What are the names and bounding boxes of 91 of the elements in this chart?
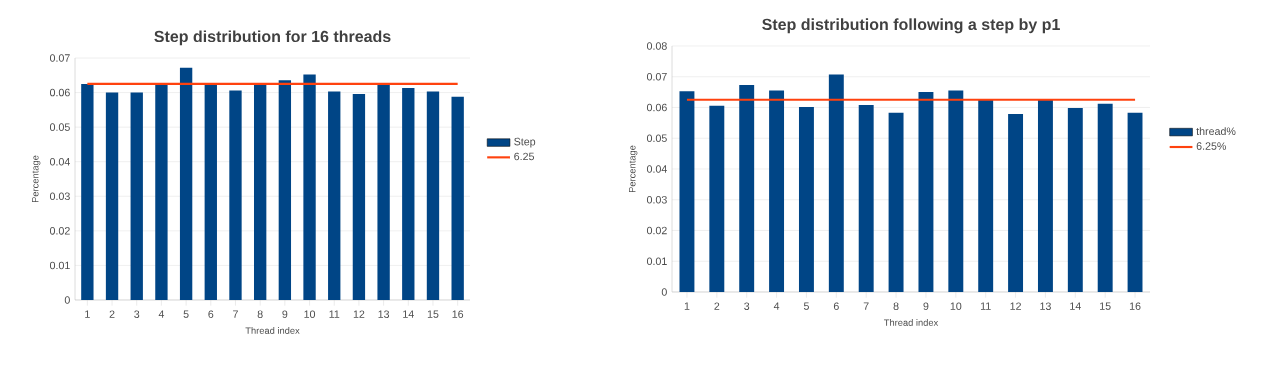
x-tick-label: 2: [109, 310, 115, 318]
x-tick-label: 1: [684, 302, 690, 310]
bar: [278, 80, 292, 300]
y-tick-label: 0.04: [646, 165, 667, 173]
bar: [739, 85, 755, 292]
y-tick-label: 0.05: [49, 123, 70, 131]
x-tick-label: 10: [304, 310, 316, 318]
x-tick-label: 15: [427, 310, 439, 318]
y-tick-label: 0.08: [646, 42, 667, 50]
y-axis-title: Percentage: [629, 145, 638, 193]
x-tick-label: 4: [773, 302, 780, 310]
x-tick-label: 5: [803, 302, 809, 310]
legend-label: Step: [514, 137, 536, 148]
y-tick-label: 0.03: [49, 192, 70, 201]
bar: [978, 99, 994, 292]
bar: [179, 67, 193, 300]
y-tick-label: 0.05: [646, 134, 667, 143]
bar: [328, 91, 341, 300]
bar: [451, 96, 464, 300]
y-tick-label: 0.06: [49, 88, 70, 97]
x-tick-label: 3: [134, 310, 140, 318]
y-tick-label: 0.02: [646, 226, 667, 235]
legend-label: thread%: [1196, 127, 1236, 136]
x-tick-label: 9: [923, 302, 929, 310]
bar: [948, 90, 964, 292]
bar: [1097, 103, 1113, 292]
y-tick-label: 0.04: [49, 157, 70, 166]
bar: [679, 91, 695, 292]
chart-title: Step distribution for 16 threads: [154, 30, 391, 46]
bar: [858, 105, 874, 292]
bar: [709, 105, 725, 292]
y-tick-label: 0: [64, 296, 70, 304]
x-axis-title: Thread index: [245, 327, 300, 334]
x-tick-label: 12: [353, 310, 365, 318]
x-tick-label: 3: [744, 302, 750, 310]
bar: [888, 112, 904, 292]
y-tick-label: 0.01: [49, 261, 70, 270]
x-tick-label: 14: [1070, 302, 1081, 310]
y-tick-label: 0.07: [49, 54, 70, 62]
x-tick-label: 16: [452, 310, 464, 318]
x-tick-label: 6: [208, 310, 214, 318]
y-tick-label: 0.01: [646, 257, 667, 266]
bar: [798, 106, 814, 292]
y-tick-label: 0.02: [49, 227, 70, 235]
bar: [1008, 113, 1024, 292]
bar: [426, 91, 440, 300]
x-tick-label: 13: [1040, 302, 1051, 310]
x-tick-label: 9: [282, 310, 288, 318]
bar: [769, 90, 785, 292]
x-tick-label: 5: [183, 310, 189, 318]
x-tick-label: 4: [158, 310, 165, 318]
bar: [130, 92, 143, 300]
bar: [1067, 108, 1083, 292]
bar: [155, 84, 168, 300]
x-tick-label: 16: [1129, 302, 1141, 310]
x-tick-label: 12: [1010, 302, 1021, 310]
bar: [1037, 99, 1053, 292]
bar: [81, 83, 94, 300]
x-tick-label: 8: [893, 302, 899, 310]
bar: [352, 93, 366, 300]
x-tick-label: 10: [950, 302, 962, 310]
x-tick-label: 7: [233, 310, 238, 318]
x-tick-label: 7: [863, 302, 869, 310]
y-tick-label: 0.07: [646, 72, 667, 81]
y-tick-label: 0.06: [646, 103, 667, 112]
bar: [229, 90, 242, 300]
bar: [303, 74, 316, 300]
y-axis-title: Percentage: [32, 155, 41, 203]
bar: [918, 92, 934, 292]
bar: [402, 88, 415, 300]
legend-label: 6.25%: [1196, 142, 1227, 150]
x-tick-label: 6: [833, 302, 839, 310]
x-tick-label: 15: [1100, 302, 1111, 310]
legend-label: 6.25: [514, 152, 534, 161]
y-tick-label: 0: [661, 288, 667, 296]
bar: [377, 84, 390, 300]
bar: [1127, 112, 1143, 292]
bar: [204, 84, 217, 300]
chart-title: Step distribution following a step by p1: [762, 18, 1060, 34]
bar: [254, 84, 267, 300]
y-tick-label: 0.03: [646, 195, 667, 204]
x-tick-label: 11: [329, 310, 340, 318]
x-tick-label: 14: [403, 310, 414, 318]
x-axis-title: Thread index: [883, 319, 939, 326]
x-tick-label: 1: [85, 310, 90, 318]
x-tick-label: 8: [257, 310, 263, 318]
bar: [105, 92, 119, 300]
bar: [828, 74, 844, 292]
x-tick-label: 11: [980, 302, 991, 310]
x-tick-label: 13: [378, 310, 390, 318]
x-tick-label: 2: [714, 302, 720, 310]
